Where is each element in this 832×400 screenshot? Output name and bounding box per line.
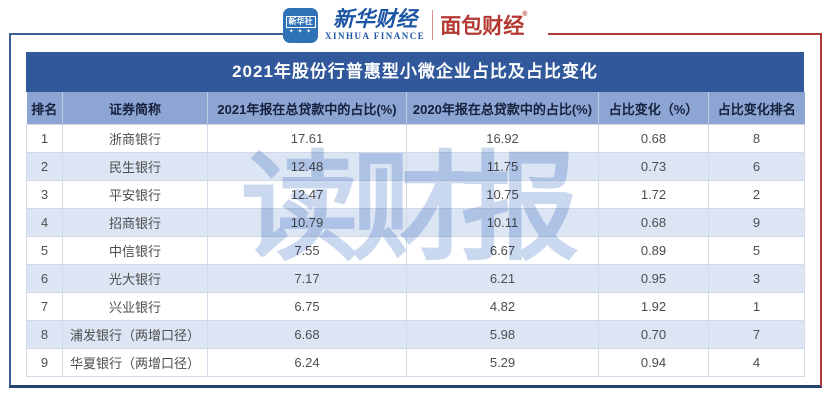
cell-bank-name: 浙商银行 bbox=[62, 124, 208, 153]
cell-ratio-change: 1.92 bbox=[598, 292, 709, 321]
cell-rank: 4 bbox=[26, 208, 63, 237]
cell-bank-name: 兴业银行 bbox=[62, 292, 208, 321]
cell-2021-ratio: 17.61 bbox=[207, 124, 407, 153]
cell-change-rank: 7 bbox=[708, 320, 805, 349]
cell-ratio-change: 0.95 bbox=[598, 264, 709, 293]
bread-finance-text: 面包财经 bbox=[440, 15, 525, 38]
table-header-row: 排名 证券简称 2021年报在总贷款中的占比(%) 2020年报在总贷款中的占比(%)… bbox=[26, 92, 805, 125]
xinhua-news-agency-icon: 新华社 ✦ ✦ ✦ bbox=[283, 7, 318, 43]
cell-2021-ratio: 7.17 bbox=[207, 264, 407, 293]
table-title: 2021年股份行普惠型小微企业占比及占比变化 bbox=[26, 52, 804, 92]
bread-finance-logo: 面包财经® bbox=[440, 10, 529, 40]
column-header: 证券简称 bbox=[62, 92, 208, 125]
cell-change-rank: 1 bbox=[708, 292, 805, 321]
cell-ratio-change: 0.70 bbox=[598, 320, 709, 349]
cell-change-rank: 2 bbox=[708, 180, 805, 209]
cell-2020-ratio: 5.29 bbox=[406, 348, 599, 377]
frame-top-border-left bbox=[9, 33, 283, 35]
cell-change-rank: 3 bbox=[708, 264, 805, 293]
table-row: 4 招商银行 10.79 10.11 0.68 9 bbox=[26, 208, 805, 237]
table-row: 5 中信银行 7.55 6.67 0.89 5 bbox=[26, 236, 805, 265]
frame-top-border-right bbox=[548, 33, 822, 35]
cell-2021-ratio: 7.55 bbox=[207, 236, 407, 265]
column-header: 2020年报在总贷款中的占比(%) bbox=[406, 92, 599, 125]
xinhua-agency-icon-text: 新华社 bbox=[285, 15, 316, 28]
cell-2020-ratio: 16.92 bbox=[406, 124, 599, 153]
xinhua-finance-logo: 新华财经 XINHUA FINANCE bbox=[325, 9, 425, 41]
cell-rank: 9 bbox=[26, 348, 63, 377]
cell-2020-ratio: 5.98 bbox=[406, 320, 599, 349]
cell-ratio-change: 0.89 bbox=[598, 236, 709, 265]
registered-mark: ® bbox=[522, 11, 528, 18]
column-header: 2021年报在总贷款中的占比(%) bbox=[207, 92, 407, 125]
cell-ratio-change: 1.72 bbox=[598, 180, 709, 209]
table-row: 6 光大银行 7.17 6.21 0.95 3 bbox=[26, 264, 805, 293]
cell-bank-name: 民生银行 bbox=[62, 152, 208, 181]
column-header: 占比变化排名 bbox=[708, 92, 805, 125]
cell-2020-ratio: 4.82 bbox=[406, 292, 599, 321]
xinhua-finance-en-text: XINHUA FINANCE bbox=[325, 31, 426, 41]
cell-2021-ratio: 6.68 bbox=[207, 320, 407, 349]
content-frame: 2021年股份行普惠型小微企业占比及占比变化 排名 证券简称 2021年报在总贷款中… bbox=[9, 33, 822, 388]
cell-change-rank: 5 bbox=[708, 236, 805, 265]
cell-rank: 2 bbox=[26, 152, 63, 181]
cell-rank: 8 bbox=[26, 320, 63, 349]
cell-change-rank: 4 bbox=[708, 348, 805, 377]
cell-2020-ratio: 6.67 bbox=[406, 236, 599, 265]
cell-rank: 7 bbox=[26, 292, 63, 321]
cell-bank-name: 平安银行 bbox=[62, 180, 208, 209]
table-row: 9 华夏银行（两增口径） 6.24 5.29 0.94 4 bbox=[26, 348, 805, 377]
cell-rank: 6 bbox=[26, 264, 63, 293]
cell-bank-name: 中信银行 bbox=[62, 236, 208, 265]
table-row: 1 浙商银行 17.61 16.92 0.68 8 bbox=[26, 124, 805, 153]
xinhua-finance-zh-text: 新华财经 bbox=[333, 7, 418, 31]
cell-bank-name: 华夏银行（两增口径） bbox=[62, 348, 208, 377]
cell-bank-name: 浦发银行（两增口径） bbox=[62, 320, 208, 349]
table-body: 1 浙商银行 17.61 16.92 0.68 8 2 民生银行 12.48 1… bbox=[26, 124, 805, 377]
cell-change-rank: 9 bbox=[708, 208, 805, 237]
cell-ratio-change: 0.68 bbox=[598, 208, 709, 237]
cell-change-rank: 8 bbox=[708, 124, 805, 153]
cell-ratio-change: 0.68 bbox=[598, 124, 709, 153]
cell-2020-ratio: 6.21 bbox=[406, 264, 599, 293]
cell-change-rank: 6 bbox=[708, 152, 805, 181]
cell-2021-ratio: 6.75 bbox=[207, 292, 407, 321]
brand-separator bbox=[432, 10, 434, 40]
xinhua-agency-icon-stars: ✦ ✦ ✦ bbox=[288, 28, 313, 35]
brand-header: 新华社 ✦ ✦ ✦ 新华财经 XINHUA FINANCE 面包财经® bbox=[283, 3, 548, 47]
column-header: 排名 bbox=[26, 92, 63, 125]
cell-bank-name: 光大银行 bbox=[62, 264, 208, 293]
table-row: 3 平安银行 12.47 10.75 1.72 2 bbox=[26, 180, 805, 209]
cell-bank-name: 招商银行 bbox=[62, 208, 208, 237]
cell-2020-ratio: 10.11 bbox=[406, 208, 599, 237]
cell-rank: 5 bbox=[26, 236, 63, 265]
table-row: 2 民生银行 12.48 11.75 0.73 6 bbox=[26, 152, 805, 181]
cell-ratio-change: 0.94 bbox=[598, 348, 709, 377]
cell-rank: 3 bbox=[26, 180, 63, 209]
cell-2021-ratio: 12.47 bbox=[207, 180, 407, 209]
column-header: 占比变化（%） bbox=[598, 92, 709, 125]
cell-2021-ratio: 6.24 bbox=[207, 348, 407, 377]
cell-2020-ratio: 10.75 bbox=[406, 180, 599, 209]
cell-2021-ratio: 10.79 bbox=[207, 208, 407, 237]
cell-2020-ratio: 11.75 bbox=[406, 152, 599, 181]
table-row: 8 浦发银行（两增口径） 6.68 5.98 0.70 7 bbox=[26, 320, 805, 349]
cell-2021-ratio: 12.48 bbox=[207, 152, 407, 181]
cell-ratio-change: 0.73 bbox=[598, 152, 709, 181]
table-row: 7 兴业银行 6.75 4.82 1.92 1 bbox=[26, 292, 805, 321]
cell-rank: 1 bbox=[26, 124, 63, 153]
data-table: 排名 证券简称 2021年报在总贷款中的占比(%) 2020年报在总贷款中的占比(%)… bbox=[26, 92, 805, 377]
